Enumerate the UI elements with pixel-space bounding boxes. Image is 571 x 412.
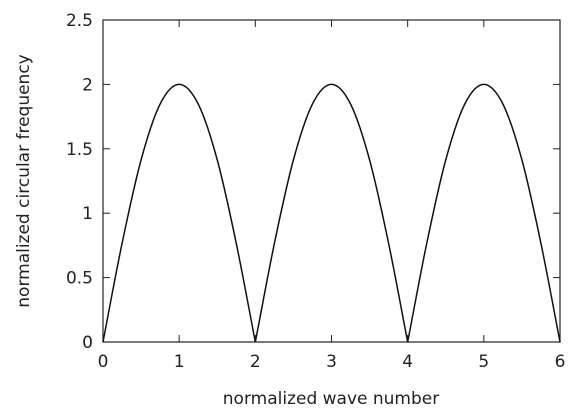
x-tick-label: 2 — [250, 352, 261, 372]
y-tick-label: 0 — [82, 333, 93, 353]
x-tick-label: 4 — [402, 352, 413, 372]
y-tick-label: 2.5 — [66, 11, 93, 31]
axis-tick-labels: 0 1 2 3 4 5 6 0 0.5 1 1.5 2 2.5 — [66, 11, 565, 372]
y-tick-label: 0.5 — [66, 269, 93, 289]
y-tick-label: 1 — [82, 204, 93, 224]
x-axis-label: normalized wave number — [223, 389, 439, 409]
series-line — [102, 83, 561, 343]
x-tick-label: 3 — [326, 352, 337, 372]
x-tick-label: 1 — [174, 352, 185, 372]
y-axis-label: normalized circular frequency — [14, 54, 34, 307]
y-tick-label: 1.5 — [66, 140, 93, 160]
y-tick-label: 2 — [82, 75, 93, 95]
x-tick-label: 0 — [98, 352, 109, 372]
plot-frame — [102, 19, 561, 343]
axis-ticks — [102, 19, 561, 343]
x-tick-label: 6 — [555, 352, 566, 372]
x-tick-label: 5 — [478, 352, 489, 372]
